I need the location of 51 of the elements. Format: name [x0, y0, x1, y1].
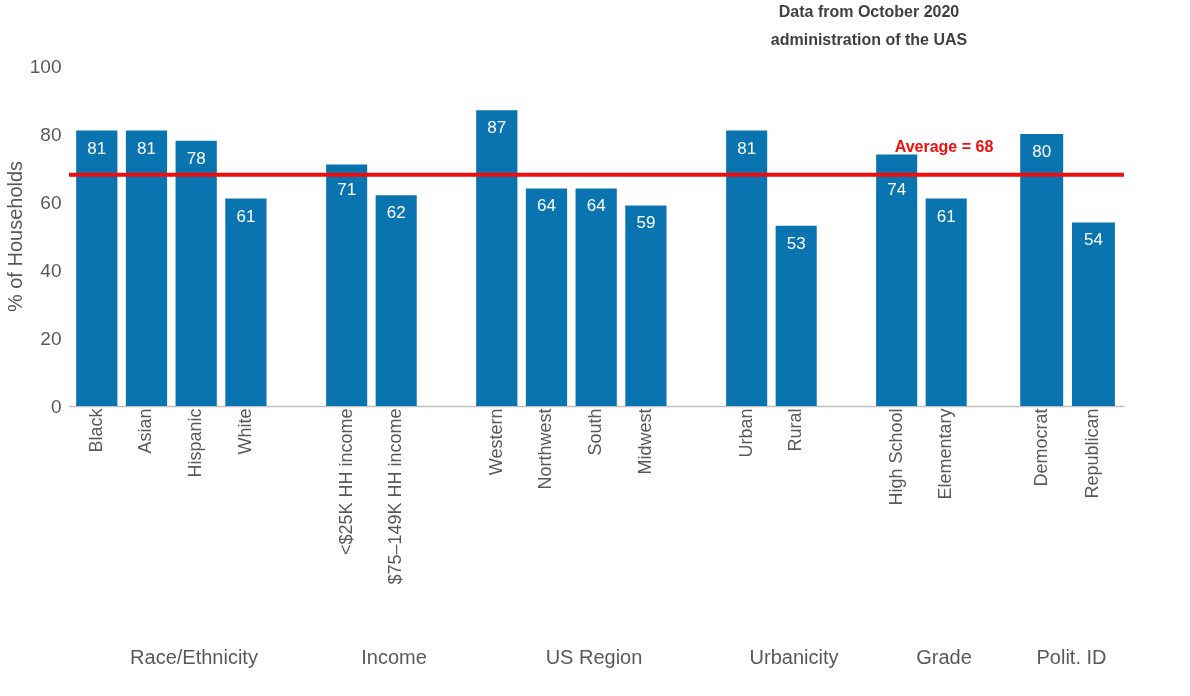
data-label: 61	[936, 206, 956, 226]
x-axis-title: Income	[361, 646, 427, 668]
y-axis-title: % of Households	[3, 160, 26, 313]
x-tick-label: White	[234, 408, 255, 455]
data-label: 80	[1032, 142, 1052, 161]
data-label: 59	[636, 213, 656, 233]
x-tick-label: Elementary	[935, 408, 956, 500]
x-tick-label: Northwest	[535, 408, 556, 490]
x-tick-label: High School	[885, 408, 906, 506]
x-tick-label: Rural	[785, 408, 806, 452]
data-label: 61	[236, 206, 256, 226]
x-tick-label: Black	[85, 407, 106, 453]
x-tick-label: Asian	[135, 408, 156, 454]
x-axis-title: Urbanicity	[749, 646, 839, 668]
data-label: 81	[737, 138, 757, 158]
data-label: 64	[537, 196, 556, 216]
data-label: 74	[887, 179, 907, 199]
y-tick-label: 40	[40, 259, 62, 281]
x-tick-label: Republican	[1082, 408, 1103, 499]
ref-line-label: Average = 68	[894, 137, 994, 155]
y-tick-label: 60	[40, 191, 62, 213]
bar	[175, 140, 217, 406]
text: Data from October 2020 administration of the UAS	[770, 3, 968, 48]
data-label: 87	[487, 118, 507, 138]
data-label: 78	[186, 148, 206, 168]
x-tick-label: Democrat	[1030, 408, 1051, 487]
data-label: 81	[87, 138, 107, 158]
data-label: 62	[386, 203, 406, 223]
x-axis-title: US Region	[545, 646, 643, 668]
bar	[225, 198, 267, 406]
y-tick-label: 100	[29, 55, 62, 77]
x-axis-title: Grade	[916, 646, 972, 668]
x-tick-label: Western	[485, 408, 506, 476]
x-axis-title: Polit. ID	[1036, 646, 1107, 668]
x-axis-title: Race/Ethnicity	[130, 646, 258, 668]
x-tick-label: <$25K HH income	[335, 408, 356, 556]
x-tick-label: South	[585, 408, 606, 456]
y-tick-label: 80	[40, 123, 62, 145]
y-tick-label: 20	[40, 327, 62, 349]
data-label: 64	[586, 196, 606, 216]
data-label: 54	[1083, 230, 1103, 250]
x-tick-label: Midwest	[634, 408, 655, 475]
bar	[76, 130, 118, 406]
x-tick-label: Hispanic	[185, 408, 206, 478]
data-label: 71	[337, 179, 357, 199]
data-label: 81	[137, 138, 156, 158]
data-label: 53	[786, 233, 806, 253]
x-tick-label: $75–149K HH income	[385, 408, 406, 585]
y-tick-label: 0	[50, 395, 62, 417]
bar	[125, 130, 168, 406]
x-tick-label: Urban	[735, 408, 756, 458]
